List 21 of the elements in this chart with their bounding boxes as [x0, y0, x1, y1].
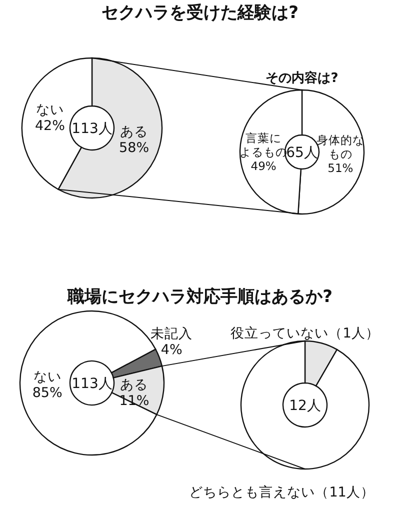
chart-title: その内容は? [266, 70, 338, 86]
data-label: 51% [328, 161, 354, 176]
slice-label: ない [36, 102, 64, 118]
slice-label: ある [120, 124, 148, 140]
text: セクハラを受けた経験は? [102, 3, 298, 23]
slice-label: ある [120, 377, 148, 394]
text: 65人 [286, 145, 318, 161]
text: 113人 [72, 376, 112, 392]
slice-label: どちらとも言えない（11人） [189, 484, 374, 501]
data-label: 4% [160, 342, 182, 358]
chart-title: 職場にセクハラ対応手順はあるか? [66, 287, 332, 307]
text: 12人 [289, 398, 321, 414]
data-label: 49% [250, 158, 276, 173]
slice-label: 未記入 [150, 326, 193, 342]
text: 113人 [72, 121, 112, 137]
slice-label: ない [33, 368, 62, 385]
slice-label: 役立っていない（1人） [230, 326, 380, 342]
data-label: 85% [32, 384, 63, 401]
data-label: 42% [34, 118, 66, 134]
data-label: 58% [119, 140, 150, 156]
slice-label: 身体的なもの [316, 133, 364, 162]
